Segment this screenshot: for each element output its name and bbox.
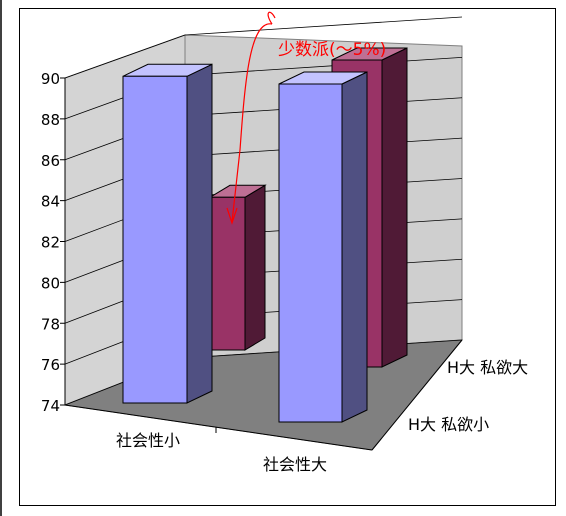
annotation-arrowhead	[226, 207, 238, 225]
x-axis-line	[64, 404, 373, 451]
y-axis-ticks: 74 76 78 80 82 84 86 88 90	[41, 70, 65, 415]
bar-front	[122, 75, 188, 404]
bar-side	[186, 63, 213, 404]
y-tick-label: 78	[41, 315, 60, 333]
bar-social-small-private-large	[208, 184, 267, 351]
chart-area-border	[19, 8, 556, 506]
y-tick-label: 88	[41, 111, 60, 129]
bar-front	[278, 83, 343, 423]
annotation-arrow-tail	[267, 11, 276, 25]
bar-side	[244, 184, 266, 351]
y-tick-label: 86	[41, 152, 60, 170]
depth-axis-line	[371, 339, 463, 451]
gridline-back-wall	[184, 56, 463, 76]
bars-layer	[122, 47, 408, 423]
annotation-group: 少数派(～5%)	[226, 11, 386, 225]
bar-side	[381, 47, 408, 368]
bar-side	[341, 71, 368, 423]
bar-social-large-private-small	[278, 71, 368, 423]
y-tick-label: 82	[41, 234, 60, 252]
bar-social-small-private-small	[122, 63, 213, 404]
gridline-left-wall	[64, 34, 186, 79]
y-tick-label: 80	[41, 274, 60, 292]
y-tick-label: 90	[41, 70, 60, 88]
annotation-arrow	[231, 23, 273, 223]
depth-category-label: H大 私欲小	[408, 415, 489, 434]
depth-axis-labels: H大 私欲小 H大 私欲大	[408, 358, 528, 434]
y-tick-label: 84	[41, 193, 60, 211]
bar-front	[209, 196, 246, 351]
x-category-label: 社会性大	[263, 455, 327, 474]
y-tick-label: 74	[41, 397, 60, 415]
gridline-back-wall	[184, 16, 463, 36]
x-category-label: 社会性小	[116, 431, 180, 450]
y-tick-label: 76	[41, 356, 60, 374]
annotation-label: 少数派(～5%)	[278, 40, 386, 60]
depth-category-label: H大 私欲大	[447, 358, 528, 377]
